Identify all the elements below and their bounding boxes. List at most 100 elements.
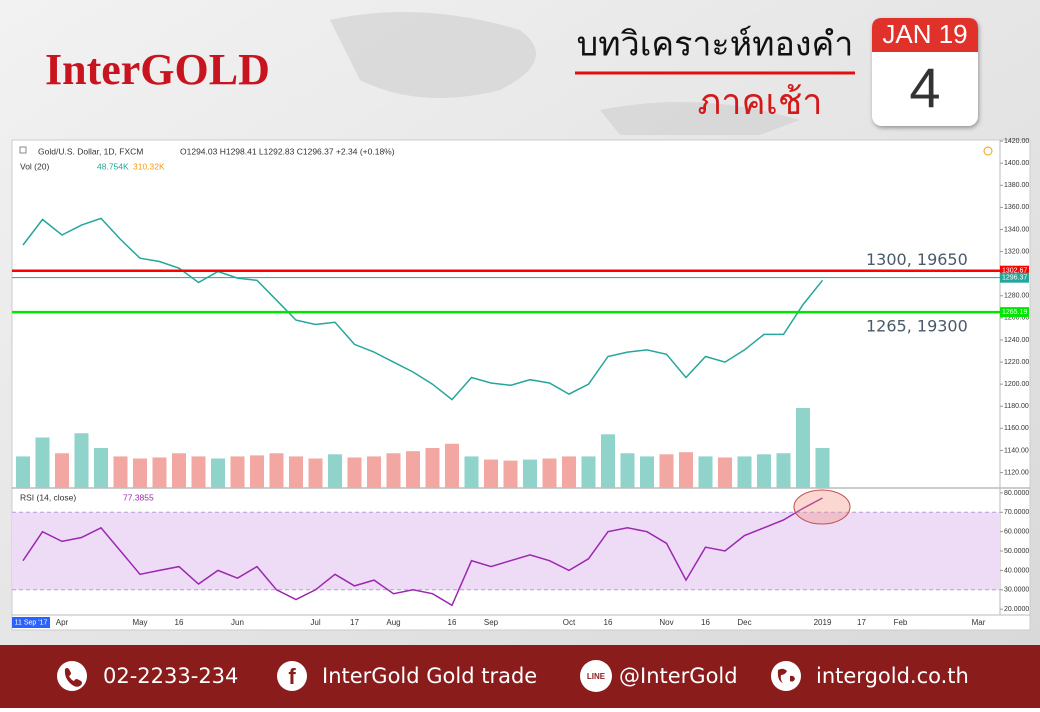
volume-bar <box>737 456 752 488</box>
y-tick-label: 1360.00 <box>1004 204 1029 211</box>
volume-bar <box>796 408 810 488</box>
y-tick-label: 50.0000 <box>1004 548 1029 555</box>
volume-bar <box>406 451 420 488</box>
volume-bar <box>601 434 615 488</box>
volume-bar <box>35 437 50 488</box>
volume-bar <box>94 448 108 488</box>
level-annotation: 1265, 19300 <box>866 317 968 336</box>
y-tick-label: 1160.00 <box>1004 425 1029 432</box>
volume-bar <box>55 453 69 488</box>
y-tick-label: 60.0000 <box>1004 529 1029 536</box>
x-tick-label: Mar <box>972 618 986 627</box>
rsi-title: RSI (14, close) <box>20 492 76 502</box>
y-tick-label: 1280.00 <box>1004 293 1029 300</box>
x-tick-label: Oct <box>563 618 576 627</box>
x-tick-label: Feb <box>894 618 908 627</box>
globe-icon <box>771 661 801 691</box>
volume-bar <box>211 458 225 488</box>
x-tick-label: Aug <box>386 618 400 627</box>
y-tick-label: 1200.00 <box>1004 381 1029 388</box>
level-label: 1265.19 <box>1002 309 1027 316</box>
x-tick-label: Dec <box>737 618 751 627</box>
volume-bar <box>542 458 557 488</box>
alert-icon[interactable] <box>983 146 993 156</box>
website: intergold.co.th <box>816 664 969 688</box>
volume-bar <box>562 456 576 488</box>
volume-bar <box>269 453 284 488</box>
volume-value: 48.754K <box>97 161 129 171</box>
volume-bar <box>133 458 147 488</box>
phone: 02-2233-234 <box>103 664 238 688</box>
volume-bar <box>640 456 654 488</box>
x-tick-label: 17 <box>857 618 866 627</box>
volume-bar <box>289 456 303 488</box>
volume-bar <box>386 453 401 488</box>
volume-bar <box>776 453 791 488</box>
x-tick-label: 16 <box>701 618 710 627</box>
volume-bar <box>328 454 342 488</box>
volume-bar <box>250 455 264 488</box>
phone-glyph <box>64 668 82 687</box>
volume-bar <box>152 457 167 488</box>
volume-bar <box>445 443 459 488</box>
volume-bar <box>230 456 245 488</box>
line-icon <box>580 660 612 692</box>
volume-bar <box>113 456 128 488</box>
line-glyph: LINE <box>587 672 606 681</box>
calendar <box>872 18 978 126</box>
footer <box>0 645 1040 708</box>
volume-bar <box>484 459 498 488</box>
y-tick-label: 40.0000 <box>1004 567 1029 574</box>
subtitle: ภาคเช้า <box>698 82 823 123</box>
x-tick-label: Nov <box>659 618 673 627</box>
y-tick-label: 1180.00 <box>1004 403 1029 410</box>
plot: 1120.00 1140.00 1160.00 1180.00 1200.00 1220.… <box>12 138 1029 627</box>
y-tick-label: 1400.00 <box>1004 160 1029 167</box>
level-annotation: 1300, 19650 <box>866 250 968 269</box>
volume-bar <box>718 457 732 488</box>
volume-bar <box>191 456 206 488</box>
level-label: 1296.37 <box>1002 275 1027 282</box>
level-label: 1302.67 <box>1002 268 1027 275</box>
volume-bar <box>698 456 713 488</box>
line-id: @InterGold <box>619 664 738 688</box>
calendar-month: JAN 19 <box>882 19 967 49</box>
volume-bar <box>347 457 362 488</box>
volume-bar <box>172 453 186 488</box>
volume-title: Vol (20) <box>20 161 49 171</box>
y-tick-label: 1260.00 <box>1004 315 1029 322</box>
facebook-glyph: f <box>288 664 296 689</box>
volume-bar <box>659 454 674 488</box>
collapse-icon[interactable] <box>19 146 27 154</box>
rsi-value: 77.3855 <box>123 492 154 502</box>
y-tick-label: 1140.00 <box>1004 447 1029 454</box>
y-tick-label: 1420.00 <box>1004 138 1029 145</box>
level-label-box <box>1000 265 1029 276</box>
map-decoration <box>330 12 800 135</box>
calendar-day: 4 <box>909 56 940 119</box>
globe-glyph <box>777 668 795 683</box>
x-tick-label: Jun <box>231 618 244 627</box>
x-tick-label: 2019 <box>814 618 832 627</box>
start-label: 11 Sep '17 <box>15 619 48 626</box>
volume-bar <box>367 456 381 488</box>
y-tick-label: 1120.00 <box>1004 469 1029 476</box>
volume-bar <box>815 448 830 488</box>
y-tick-label: 1220.00 <box>1004 359 1029 366</box>
volume-bar <box>16 456 30 488</box>
price-line <box>22 217 824 401</box>
facebook: InterGold Gold trade <box>322 664 537 688</box>
x-tick-label: 16 <box>175 618 184 627</box>
volume-bar <box>74 433 89 488</box>
volume-bar <box>581 456 596 488</box>
ohlc: O1294.03 H1298.41 L1292.83 C1296.37 +2.3… <box>180 146 395 156</box>
y-tick-label: 1320.00 <box>1004 248 1029 255</box>
rsi-band <box>12 512 1000 590</box>
volume-bar <box>679 452 693 488</box>
y-tick-label: 30.0000 <box>1004 587 1029 594</box>
volume-bar <box>757 454 771 488</box>
level-label-box <box>1000 272 1029 283</box>
volume-bar <box>464 456 479 488</box>
